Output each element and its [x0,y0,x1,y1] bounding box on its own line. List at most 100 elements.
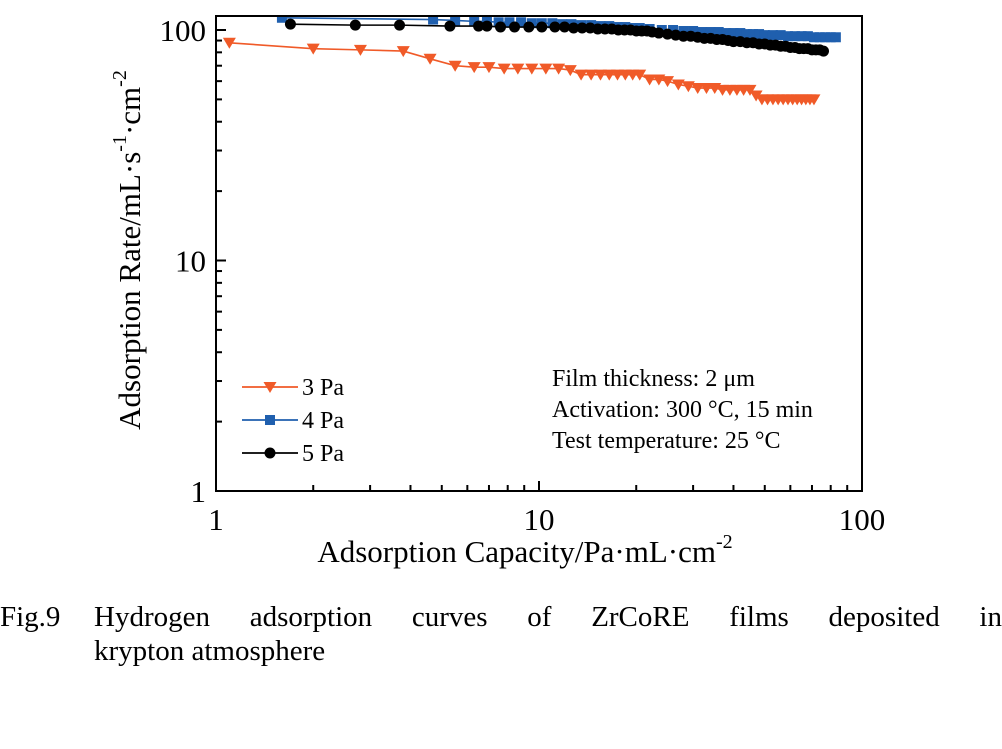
data-point [662,28,674,40]
data-point [830,32,841,43]
legend-label: 4 Pa [302,408,344,434]
caption-line-2: krypton atmosphere [94,635,326,667]
data-point [349,19,361,31]
data-point [481,20,493,32]
legend-marker [263,382,277,393]
chart: 1 10 100 1 10 100 Adsorption Capacity/Pa·mL·c… [109,13,886,569]
data-point [559,21,571,33]
figure-caption: Fig.9 Hydrogen adsorption curves of ZrCo… [0,600,1002,668]
data-point [576,22,588,34]
x-axis-label: Adsorption Capacity/Pa·mL·cm-2 [317,531,732,569]
data-point [671,79,685,91]
data-point [450,16,461,26]
data-point [728,28,739,39]
x-tick-label: 10 [524,502,555,537]
data-point [743,84,757,96]
legend-item: 4 Pa [242,408,344,434]
data-point [818,45,830,57]
data-point [688,26,699,37]
data-point [536,21,548,33]
series-5-pa [284,18,830,57]
data-point [444,20,456,32]
data-point [568,22,580,34]
x-tick-label: 1 [208,502,224,537]
data-point [825,32,836,43]
caption-label: Fig.9 [0,601,61,633]
annotation-test-temperature: Test temperature: 25 °C [552,428,781,454]
data-point [222,37,236,49]
tick-labels: 1 10 100 1 10 100 [160,13,886,537]
data-point [504,17,515,28]
annotation-activation: Activation: 300 °C, 15 min [552,397,813,423]
legend-marker [264,447,276,459]
y-tick-label: 1 [191,474,207,509]
y-tick-label: 10 [175,244,206,279]
plot-frame [215,15,863,492]
data-point [705,27,716,38]
annotation-box: Film thickness: 2 μm Activation: 300 °C,… [552,366,813,454]
series-layer [222,16,841,106]
data-point [789,31,800,42]
legend-label: 3 Pa [302,375,344,401]
data-point [602,69,616,81]
y-tick-label: 100 [160,13,207,48]
data-point [668,25,679,35]
data-point [495,21,507,33]
legend: 3 Pa 4 Pa 5 Pa [242,375,344,467]
data-point [782,31,793,42]
legend-marker [265,415,275,425]
data-point [807,94,821,106]
data-point [423,53,437,65]
legend-label: 5 Pa [302,441,344,467]
data-point [681,81,695,93]
legend-item: 3 Pa [242,375,344,401]
data-point [749,90,763,102]
data-point [306,43,320,55]
annotation-film-thickness: Film thickness: 2 μm [552,366,755,392]
data-point [497,63,511,75]
data-point [796,31,807,42]
series-3-pa [222,37,821,106]
data-point [721,28,732,39]
data-point [394,19,406,31]
x-tick-label: 100 [839,502,886,537]
data-point [735,28,746,39]
data-point [759,30,770,41]
data-point [284,18,296,30]
data-point [276,16,287,23]
legend-item: 5 Pa [242,441,344,467]
data-point [593,69,607,81]
data-point [802,31,813,42]
data-point [754,29,765,40]
data-point [523,21,535,33]
y-axis-label: Adsorption Rate/mL·s-1·cm-2 [109,70,147,430]
data-point [767,30,778,41]
data-point [552,63,566,75]
data-point [539,63,553,75]
data-point [713,27,724,38]
series-line [229,41,814,101]
data-point [516,17,527,28]
data-point [653,27,665,39]
data-point [808,32,819,43]
data-point [353,44,367,56]
data-point [775,30,786,41]
data-point [473,20,485,32]
caption-line-1: Hydrogen adsorption curves of ZrCoRE fil… [94,601,1002,633]
data-point [814,32,825,43]
data-point [699,83,713,95]
data-point [396,46,410,58]
data-point [511,63,525,75]
data-point [469,16,480,27]
data-point [428,16,439,25]
data-point [482,62,496,74]
data-point [661,76,675,88]
data-point [525,63,539,75]
data-point [697,27,708,38]
data-point [563,65,577,77]
data-point [448,60,462,72]
data-point [549,21,561,33]
data-point [820,32,831,43]
data-point [741,29,752,40]
data-point [509,21,521,33]
